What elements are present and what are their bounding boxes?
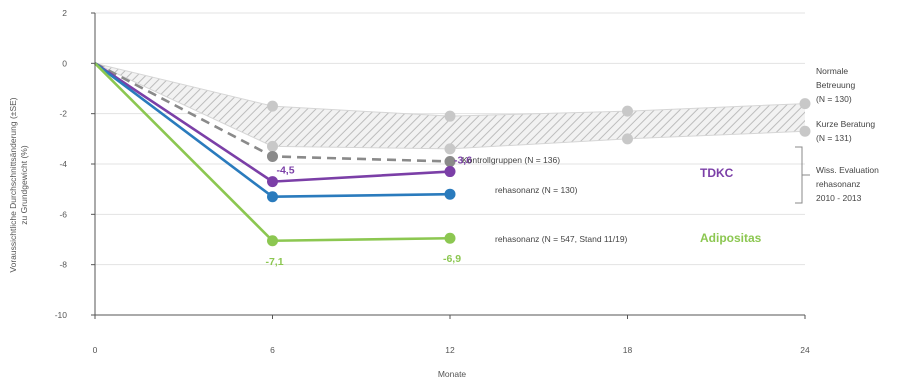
band-upper-label-line-1: Normale — [816, 66, 848, 76]
y-tick-label-2: 2 — [62, 8, 67, 18]
y-axis-title-line-1: Voraussichtliche Durchschnittsänderung (… — [8, 97, 18, 272]
axis-layer: 2 0 -2 -4 -6 -8 -10 0 6 12 18 24 — [55, 8, 810, 355]
band-lower-point-12 — [444, 143, 456, 155]
series-label-kontrollgruppen: Kontrollgruppen (N = 136) — [462, 155, 560, 165]
evaluation-label-line-3: 2010 - 2013 — [816, 193, 862, 203]
evaluation-label-line-2: rehasonanz — [816, 179, 860, 189]
y-tick-label--10: -10 — [55, 310, 68, 320]
band-lower-label-line-2: (N = 131) — [816, 133, 852, 143]
x-tick-label-0: 0 — [93, 345, 98, 355]
x-tick-label-18: 18 — [623, 345, 633, 355]
series-0-point-12 — [444, 155, 456, 167]
series-label-rehasonanz-547: rehasonanz (N = 547, Stand 11/19) — [495, 234, 628, 244]
series-3-point-6 — [267, 235, 278, 247]
series-0-point-6 — [267, 150, 278, 162]
series-3-point-12 — [444, 232, 456, 244]
series-label-rehasonanz-130: rehasonanz (N = 130) — [495, 185, 578, 195]
evaluation-label: Wiss. Evaluation rehasonanz 2010 - 2013 — [816, 165, 879, 203]
x-tick-label-12: 12 — [445, 345, 455, 355]
band-upper-label-line-2: Betreuung — [816, 80, 855, 90]
series-1-point-12 — [444, 166, 456, 178]
y-tick-label-0: 0 — [62, 58, 67, 68]
annotation-tdkc: TDKC — [700, 166, 734, 180]
series-1-point-6 — [267, 176, 278, 188]
evaluation-label-line-1: Wiss. Evaluation — [816, 165, 879, 175]
y-axis-title-line-2: zu Grundgewicht (%) — [19, 145, 29, 225]
y-tick-label--2: -2 — [59, 109, 67, 119]
band-layer — [94, 62, 811, 155]
series-1-value-label-12: -3,6 — [454, 155, 472, 167]
band-upper-point-12 — [444, 110, 456, 122]
band-upper-point-18 — [622, 105, 633, 117]
band-upper-point-24 — [799, 98, 811, 110]
series-name-labels: Kontrollgruppen (N = 136) rehasonanz (N … — [462, 155, 628, 244]
band-upper-point-6 — [267, 100, 278, 112]
series-2-point-6 — [267, 191, 278, 203]
y-tick-label--8: -8 — [59, 260, 67, 270]
band-area — [95, 63, 805, 149]
x-axis-title: Monate — [438, 369, 467, 379]
y-tick-label--4: -4 — [59, 159, 67, 169]
x-tick-label-24: 24 — [800, 345, 810, 355]
annotation-adipositas: Adipositas — [700, 231, 762, 245]
band-lower-point-18 — [622, 133, 633, 145]
series-3-value-label-6: -7,1 — [265, 256, 283, 268]
series-layer: -4,5 -3,6 -7,1 -6,9 — [94, 62, 472, 268]
band-upper-label-line-3: (N = 130) — [816, 94, 852, 104]
x-tick-label-6: 6 — [270, 345, 275, 355]
band-lower-label-line-1: Kurze Beratung — [816, 119, 875, 129]
series-2-point-12 — [444, 188, 456, 200]
band-lower-point-24 — [799, 125, 811, 137]
series-1-value-label-6: -4,5 — [276, 165, 294, 177]
evaluation-bracket — [795, 146, 810, 204]
y-axis-title: Voraussichtliche Durchschnittsänderung (… — [8, 97, 29, 272]
series-3-value-label-12: -6,9 — [443, 253, 461, 265]
y-tick-label--6: -6 — [59, 209, 67, 219]
band-lower-point-6 — [267, 140, 278, 152]
band-labels: Normale Betreuung (N = 130) Kurze Beratu… — [816, 66, 875, 143]
